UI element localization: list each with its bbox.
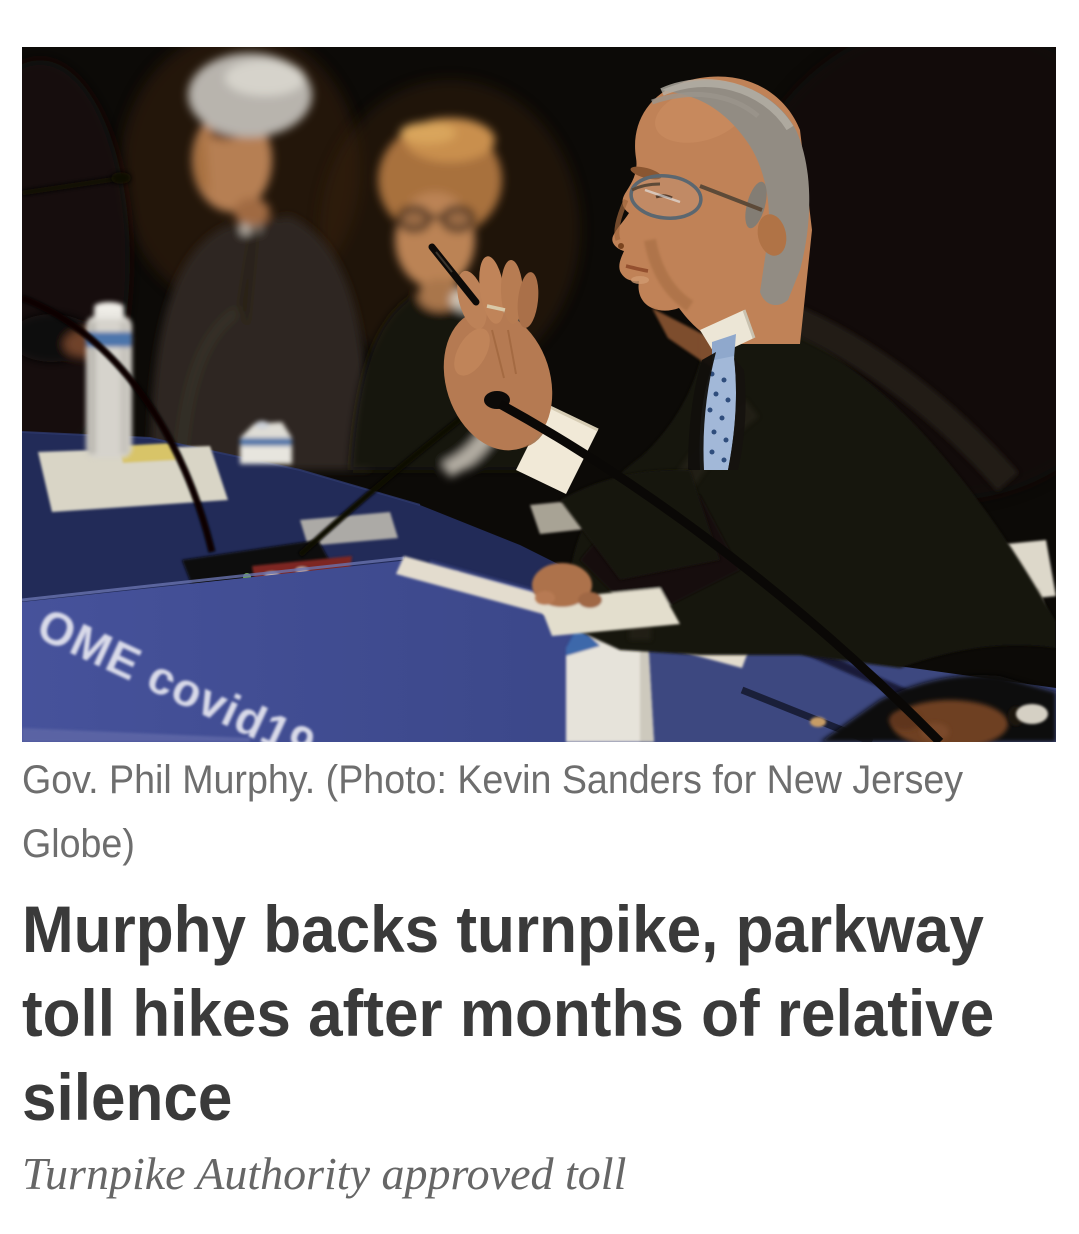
murphy-collar-tie	[688, 309, 756, 470]
murphy-glasses	[629, 174, 763, 220]
murphy-ear	[757, 214, 787, 256]
photo-caption: Gov. Phil Murphy. (Photo: Kevin Sanders …	[22, 758, 964, 866]
article-headline: Murphy backs turnpike, parkway toll hike…	[22, 892, 995, 1134]
background-speaker-man	[150, 53, 370, 471]
murphy-raised-hand	[428, 243, 720, 580]
microphone-left	[22, 172, 216, 553]
water-bottle	[86, 302, 132, 458]
water-carton-small	[240, 421, 292, 464]
article-subtitle: Turnpike Authority approved toll	[22, 1148, 627, 1199]
article-hero-photo: OME covid19.nj.gov	[22, 47, 1056, 742]
foreground-person-hand	[820, 675, 1056, 742]
murphy-figure	[428, 76, 1056, 668]
microphone-right	[484, 391, 944, 742]
yellow-notepad	[118, 443, 177, 463]
woman-glasses	[396, 205, 476, 233]
ring	[486, 304, 506, 312]
murphy-head	[612, 76, 812, 368]
press-photo: OME covid19.nj.gov	[22, 47, 1056, 742]
article-page: OME covid19.nj.gov	[22, 47, 1056, 1204]
shirt-cuff	[516, 406, 598, 494]
